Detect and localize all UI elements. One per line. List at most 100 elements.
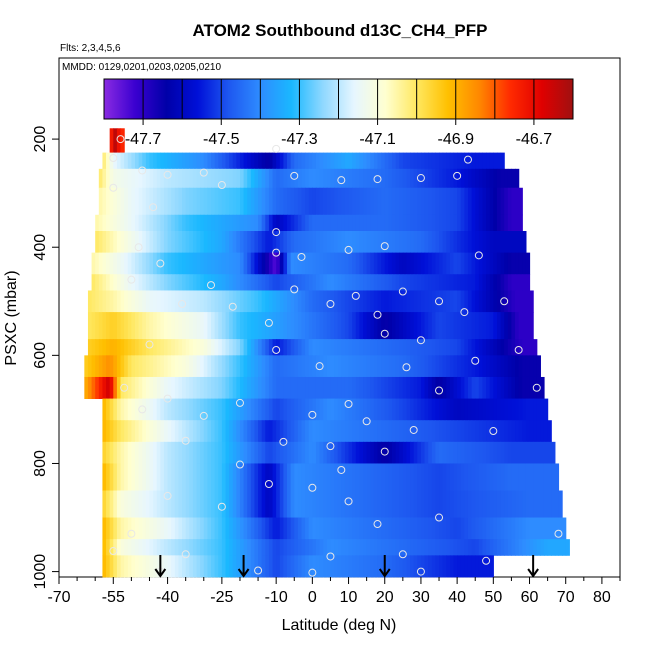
heatmap-cell [200, 312, 205, 340]
heatmap-cell [207, 539, 212, 556]
heatmap-cell [95, 274, 100, 291]
heatmap-cell [207, 555, 212, 578]
heatmap-cell [236, 252, 241, 275]
heatmap-cell [145, 555, 151, 578]
heatmap-cell [471, 355, 476, 378]
heatmap-cell [268, 441, 274, 464]
heatmap-cell [319, 168, 324, 189]
heatmap-cell [265, 539, 270, 556]
heatmap-cell [167, 339, 172, 356]
heatmap-cell [174, 463, 180, 491]
heatmap-cell [308, 420, 313, 443]
sample-point [344, 245, 353, 254]
heatmap-cell [250, 517, 256, 540]
heatmap-cell [120, 463, 125, 491]
heatmap-cell [518, 398, 523, 421]
heatmap-cell [533, 355, 538, 378]
heatmap-band [102, 398, 549, 421]
heatmap-cell [160, 312, 165, 340]
heatmap-cell [355, 290, 361, 313]
heatmap-cell [283, 187, 288, 216]
heatmap-cell [192, 274, 198, 291]
heatmap-cell [402, 355, 408, 378]
heatmap-cell [395, 517, 400, 540]
heatmap-cell [265, 152, 270, 170]
heatmap-cell [265, 376, 270, 399]
heatmap-cell [138, 187, 143, 216]
heatmap-cell [189, 490, 194, 518]
heatmap-cell [211, 555, 216, 578]
heatmap-cell [341, 555, 346, 578]
heatmap-cell [453, 555, 458, 578]
heatmap-cell [297, 187, 303, 216]
heatmap-cell [384, 312, 389, 340]
heatmap-cell [475, 187, 480, 216]
heatmap-cell [308, 517, 313, 540]
x-tick-label: -70 [47, 589, 70, 606]
heatmap-cell [167, 214, 172, 232]
heatmap-cell [460, 398, 465, 421]
heatmap-cell [250, 231, 256, 254]
heatmap-cell [279, 490, 284, 518]
heatmap-cell [417, 517, 422, 540]
heatmap-cell [258, 376, 263, 399]
heatmap-cell [135, 231, 140, 254]
heatmap-cell [496, 187, 502, 216]
heatmap-cell [207, 441, 212, 464]
heatmap-cell [254, 463, 259, 491]
heatmap-cell [391, 152, 397, 170]
heatmap-cell [319, 339, 324, 356]
heatmap-cell [200, 231, 205, 254]
heatmap-cell [489, 398, 494, 421]
heatmap-cell [493, 252, 498, 275]
heatmap-cell [250, 355, 256, 378]
heatmap-cell [102, 187, 107, 216]
heatmap-cell [352, 231, 357, 254]
heatmap-cell [540, 463, 545, 491]
sample-point [264, 480, 273, 489]
heatmap-cell [106, 339, 111, 356]
heatmap-cell [294, 152, 299, 170]
heatmap-cell [163, 152, 169, 170]
heatmap-cell [533, 420, 538, 443]
heatmap-cell [341, 355, 346, 378]
heatmap-cell [221, 231, 227, 254]
heatmap-cell [410, 490, 415, 518]
heatmap-cell [218, 539, 223, 556]
heatmap-cell [496, 376, 502, 399]
heatmap-cell [482, 312, 487, 340]
heatmap-cell [337, 441, 342, 464]
heatmap-cell [265, 441, 270, 464]
heatmap-cell [156, 517, 161, 540]
heatmap-cell [377, 274, 382, 291]
sample-point [326, 552, 335, 561]
heatmap-cell [174, 539, 180, 556]
heatmap-cell [384, 187, 389, 216]
heatmap-cell [145, 441, 151, 464]
heatmap-cell [149, 490, 154, 518]
heatmap-cell [145, 231, 151, 254]
heatmap-cell [167, 490, 172, 518]
heatmap-cell [153, 355, 158, 378]
heatmap-cell [489, 274, 494, 291]
heatmap-cell [189, 152, 194, 170]
heatmap-cell [182, 355, 187, 378]
heatmap-cell [247, 152, 252, 170]
heatmap-cell [478, 463, 484, 491]
heatmap-cell [106, 420, 111, 443]
heatmap-cell [265, 339, 270, 356]
heatmap-cell [268, 517, 274, 540]
heatmap-cell [428, 187, 433, 216]
heatmap-cell [515, 168, 520, 189]
heatmap-cell [410, 312, 415, 340]
heatmap-cell [428, 252, 433, 275]
heatmap-cell [381, 252, 386, 275]
heatmap-cell [301, 290, 306, 313]
heatmap-cell [334, 252, 339, 275]
sample-point [380, 447, 389, 456]
sample-point [474, 251, 483, 260]
heatmap-cell [120, 555, 125, 578]
heatmap-cell [120, 490, 125, 518]
heatmap-cell [424, 420, 429, 443]
heatmap-cell [334, 290, 339, 313]
